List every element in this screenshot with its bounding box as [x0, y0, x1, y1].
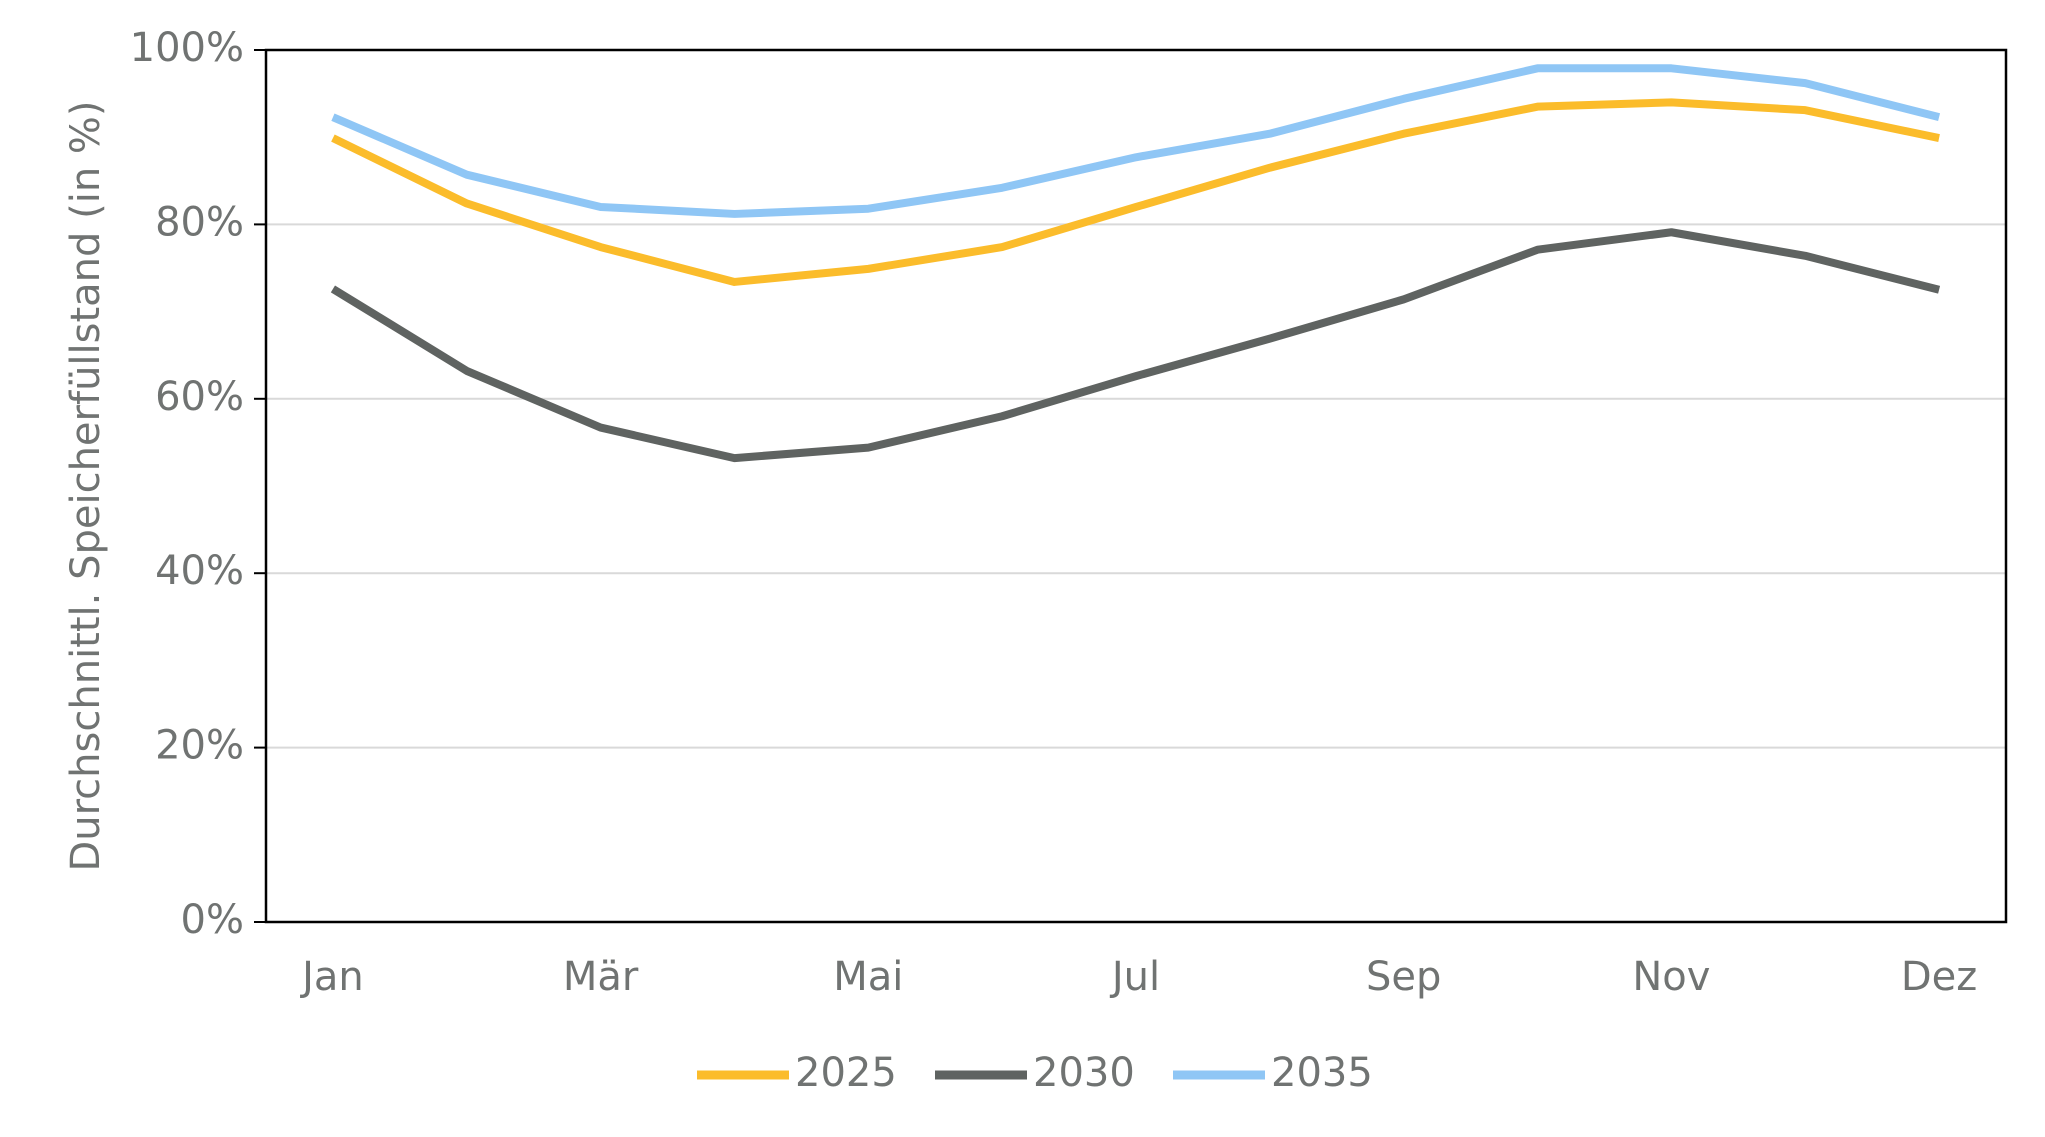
x-tick-label: Jul — [1109, 954, 1160, 1000]
plot-frame — [264, 48, 2008, 924]
y-tick-label: 100% — [130, 25, 244, 71]
y-tick-label: 60% — [155, 374, 244, 420]
y-tick-label: 20% — [155, 723, 244, 769]
y-tick-label: 0% — [181, 897, 244, 943]
x-tick-label: Nov — [1632, 954, 1710, 1000]
y-tick-label: 80% — [155, 199, 244, 245]
x-tick-label: Sep — [1366, 954, 1441, 1000]
legend-label: 2030 — [1033, 1050, 1135, 1096]
line-series — [331, 98, 1940, 286]
x-tick-label: Dez — [1901, 954, 1977, 1000]
x-tick-label: Mai — [833, 954, 903, 1000]
legend-label: 2025 — [795, 1050, 897, 1096]
line-series — [330, 228, 1941, 463]
x-tick-label: Mär — [563, 954, 639, 1000]
line-series — [331, 64, 1941, 218]
legend-label: 2035 — [1271, 1050, 1373, 1096]
x-tick-label: Jan — [299, 954, 364, 1000]
y-axis-label: Durchschnittl. Speicherfüllstand (in %) — [63, 100, 109, 871]
y-tick-label: 40% — [155, 548, 244, 594]
